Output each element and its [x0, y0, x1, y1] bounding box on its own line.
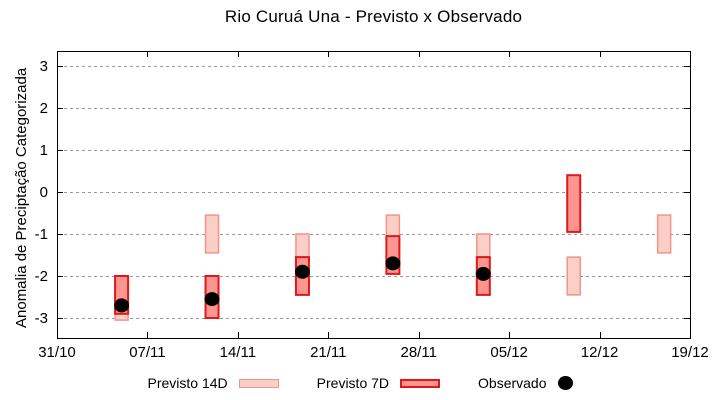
- plot-border: [57, 51, 691, 339]
- legend-item-previsto-14d: Previsto 14D: [148, 375, 279, 391]
- y-tick-label: 2: [40, 100, 48, 117]
- chart-title: Rio Curuá Una - Previsto x Observado: [224, 7, 523, 26]
- y-tick-label: -2: [35, 268, 48, 285]
- x-tick-label: 05/12: [490, 344, 528, 361]
- observado-point: [204, 292, 220, 307]
- previsto-14d-bar: [566, 256, 581, 296]
- legend-label-observado: Observado: [478, 375, 547, 391]
- legend-item-observado: Observado: [478, 375, 573, 391]
- observado-point: [385, 256, 401, 271]
- x-tick-label: 31/10: [38, 344, 76, 361]
- previsto-7d-swatch-icon: [400, 378, 441, 388]
- y-tick-label: 3: [40, 58, 48, 75]
- observado-point: [294, 264, 310, 279]
- y-tick-label: 1: [40, 142, 48, 159]
- y-tick-label: -3: [35, 310, 48, 327]
- observado-point: [114, 298, 130, 313]
- observado-dot-icon: [557, 376, 573, 390]
- y-tick-label: -1: [35, 226, 48, 243]
- observado-point: [475, 266, 491, 281]
- x-tick-label: 12/12: [581, 344, 619, 361]
- x-tick-label: 28/11: [400, 344, 436, 361]
- x-tick-label: 21/11: [310, 344, 346, 361]
- x-tick-label: 07/11: [129, 344, 165, 361]
- legend-label-previsto-7d: Previsto 7D: [316, 375, 390, 391]
- legend-label-previsto-14d: Previsto 14D: [147, 375, 228, 391]
- previsto-14d-bar: [656, 214, 672, 254]
- previsto-14d-bar: [204, 214, 220, 254]
- y-tick-label: 0: [40, 184, 48, 201]
- legend: Previsto 14D Previsto 7D Observado: [0, 375, 720, 391]
- x-tick-label: 19/12: [671, 344, 709, 361]
- previsto-7d-bar: [566, 174, 582, 233]
- x-tick-label: 14/11: [220, 344, 256, 361]
- legend-item-previsto-7d: Previsto 7D: [316, 375, 441, 391]
- previsto-14d-swatch-icon: [238, 378, 279, 388]
